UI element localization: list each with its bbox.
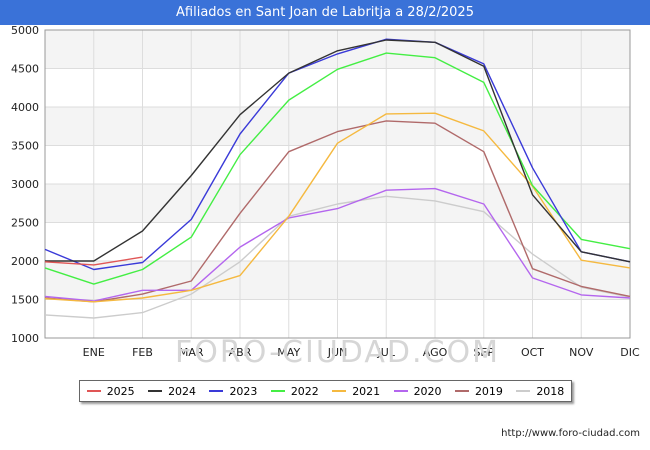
series-line-2020 bbox=[44, 187, 631, 302]
legend-item-2018: 2018 bbox=[516, 385, 564, 398]
source-link[interactable]: http://www.foro-ciudad.com bbox=[501, 428, 640, 439]
x-tick-label: OCT bbox=[521, 346, 544, 359]
legend-swatch-2018 bbox=[516, 390, 531, 392]
y-tick-label: 3000 bbox=[11, 178, 39, 191]
legend-item-2025: 2025 bbox=[86, 384, 135, 398]
legend-swatch-2020 bbox=[393, 390, 408, 392]
series-line-2018 bbox=[44, 195, 631, 319]
legend-swatch-2019 bbox=[454, 390, 469, 392]
x-tick-label: MAY bbox=[277, 346, 300, 359]
chart-legend: 2025 2024 2023 2022 2021 2020 2019 2018 bbox=[79, 380, 572, 402]
legend-label-2023: 2023 bbox=[229, 384, 258, 398]
x-tick-label: MAR bbox=[179, 346, 204, 359]
x-tick-label: JUN bbox=[327, 346, 348, 359]
x-tick-label: AGO bbox=[423, 346, 448, 359]
legend-item-2019: 2019 bbox=[454, 384, 503, 398]
y-tick-label: 2500 bbox=[11, 217, 39, 230]
series-line-2025 bbox=[44, 256, 143, 266]
x-tick-label: ENE bbox=[83, 346, 105, 359]
legend-swatch-2025 bbox=[86, 390, 101, 392]
plot-area-border bbox=[44, 29, 631, 339]
legend-label-2019: 2019 bbox=[474, 384, 503, 398]
legend-swatch-2022 bbox=[270, 390, 285, 392]
y-tick-label: 1000 bbox=[11, 332, 39, 345]
line-chart: 1000 1500 2000 2500 3000 3500 4000 4500 5000 ENE F… bbox=[11, 24, 640, 370]
legend-label-2022: 2022 bbox=[290, 384, 319, 398]
legend-swatch-2021 bbox=[332, 390, 347, 392]
legend-label-2018: 2018 bbox=[536, 384, 565, 398]
x-tick-label: FEB bbox=[132, 346, 153, 359]
x-tick-label: DIC bbox=[620, 346, 640, 359]
x-tick-label: NOV bbox=[569, 346, 594, 359]
y-tick-label: 4500 bbox=[11, 63, 39, 76]
legend-label-2020: 2020 bbox=[413, 384, 442, 398]
series-line-2019 bbox=[44, 120, 631, 303]
series-line-2023 bbox=[44, 38, 631, 271]
legend-item-2020: 2020 bbox=[393, 384, 442, 398]
x-tick-label: SEP bbox=[473, 346, 494, 359]
x-tick-label: JUL bbox=[377, 346, 396, 359]
x-tick-label: ABR bbox=[229, 346, 252, 359]
chart-title: Afiliados en Sant Joan de Labritja a 28/… bbox=[0, 0, 650, 25]
y-tick-label: 1500 bbox=[11, 294, 39, 307]
legend-item-2024: 2024 bbox=[148, 385, 196, 398]
legend-item-2023: 2023 bbox=[209, 385, 257, 398]
y-tick-label: 5000 bbox=[11, 24, 39, 37]
watermark: FORO-CIUDAD.COM bbox=[175, 335, 500, 370]
y-tick-label: 4000 bbox=[11, 101, 39, 114]
legend-label-2024: 2024 bbox=[168, 384, 197, 398]
series-line-2024 bbox=[45, 39, 631, 263]
legend-label-2025: 2025 bbox=[106, 384, 135, 398]
y-tick-label: 2000 bbox=[11, 255, 39, 268]
y-tick-label: 3500 bbox=[11, 140, 39, 153]
legend-item-2021: 2021 bbox=[332, 385, 380, 398]
legend-label-2021: 2021 bbox=[352, 384, 381, 398]
legend-swatch-2023 bbox=[209, 390, 224, 392]
legend-item-2022: 2022 bbox=[270, 384, 319, 398]
legend-swatch-2024 bbox=[148, 390, 163, 392]
series-line-2022 bbox=[44, 52, 631, 285]
